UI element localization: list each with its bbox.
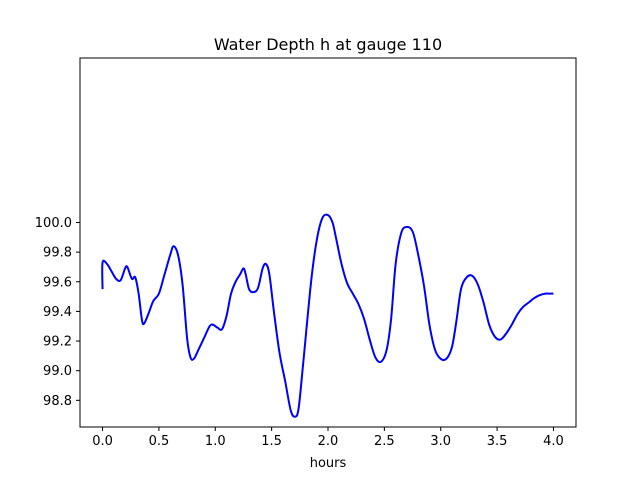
plot-area: 0.0 0.5 1.0 1.5 2.0 2.5 3.0 3.5 4.0 98.8 99.0 99.2 9… [35,57,577,449]
y-tick-label: 100.0 [35,216,72,231]
x-tick-label: 0.0 [92,434,113,449]
x-tick-label: 2.0 [318,434,339,449]
x-axis-label: hours [310,456,347,471]
y-tick-label: 99.0 [43,364,72,379]
series-line-0 [101,213,554,418]
x-tick-label: 3.5 [487,434,508,449]
x-tick-label: 2.5 [374,434,395,449]
x-tick-label: 3.0 [430,434,451,449]
y-tick-label: 99.8 [43,246,72,261]
y-tick-label: 99.4 [43,305,72,320]
x-tick-label: 1.5 [261,434,282,449]
chart-title: Water Depth h at gauge 110 [214,35,442,54]
x-tick-label: 0.5 [149,434,170,449]
x-tick-label: 4.0 [543,434,564,449]
y-tick-label: 99.2 [43,335,72,350]
x-tick-label: 1.0 [205,434,226,449]
y-tick-label: 98.8 [43,394,72,409]
y-tick-label: 99.6 [43,275,72,290]
